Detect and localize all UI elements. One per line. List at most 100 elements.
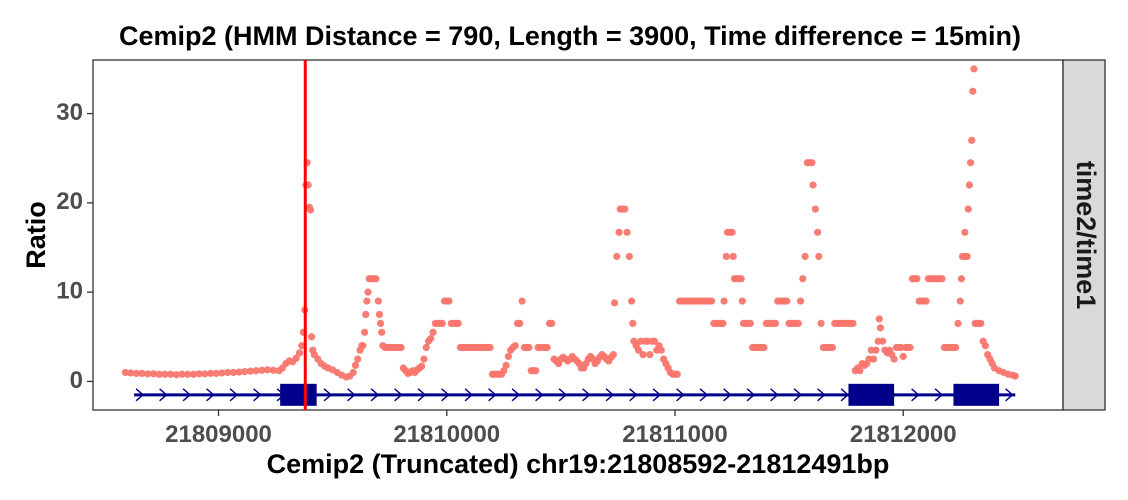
data-point (246, 367, 255, 375)
exon-block (280, 383, 317, 406)
data-point (623, 228, 631, 236)
strand-arrow-icon (770, 388, 779, 402)
data-point (808, 159, 816, 167)
data-point (977, 319, 985, 327)
strand-arrow-icon (840, 388, 850, 402)
data-point (879, 337, 887, 345)
data-point (968, 136, 976, 144)
data-point (298, 342, 306, 350)
strand-arrow-icon (370, 388, 380, 402)
data-point (783, 297, 791, 305)
data-point (235, 368, 243, 376)
gene-track (134, 383, 1016, 406)
strand-arrow-icon (182, 388, 192, 402)
x-tick-label: 21812000 (850, 421, 957, 448)
data-point (966, 159, 975, 167)
data-point (629, 319, 637, 327)
data-point (796, 297, 805, 305)
data-point (964, 205, 972, 213)
x-tick-label: 21809000 (165, 421, 272, 448)
data-point (625, 252, 633, 261)
data-point (799, 275, 807, 283)
strand-arrow-icon (699, 388, 709, 402)
data-point (212, 369, 220, 377)
x-tick-label: 21810000 (393, 421, 500, 448)
strand-arrow-icon (417, 388, 427, 402)
strand-arrow-icon (135, 388, 145, 402)
strand-arrow-icon (605, 388, 615, 402)
data-point (375, 310, 384, 319)
data-point (378, 328, 386, 336)
data-point (295, 349, 304, 357)
y-tick-label: 20 (56, 188, 83, 215)
data-point (178, 370, 186, 378)
data-point (252, 367, 260, 375)
data-point (673, 370, 681, 378)
strand-arrow-icon (1005, 388, 1014, 402)
strand-arrow-icon (441, 388, 450, 402)
data-point (149, 370, 158, 378)
data-point (729, 252, 737, 261)
data-point (954, 319, 962, 327)
strand-arrow-icon (159, 388, 168, 402)
data-point (646, 351, 654, 359)
data-point (610, 299, 619, 307)
data-point (422, 343, 430, 352)
strand-arrow-icon (229, 388, 239, 402)
data-point (241, 368, 249, 376)
data-point (621, 205, 629, 213)
data-point (771, 319, 780, 327)
data-point (657, 346, 665, 354)
data-point (801, 252, 809, 261)
data-points (121, 65, 1019, 381)
data-point (849, 319, 857, 327)
data-point (738, 297, 746, 305)
data-point (359, 342, 367, 350)
data-point (613, 252, 621, 261)
data-point (956, 297, 964, 305)
data-point (856, 367, 864, 375)
data-point (362, 310, 370, 319)
data-point (354, 355, 362, 363)
data-point (155, 370, 163, 378)
y-tick-label: 30 (56, 99, 83, 126)
data-point (722, 252, 730, 261)
strand-arrow-icon (582, 388, 591, 402)
data-point (981, 342, 990, 350)
data-point (361, 328, 369, 336)
data-point (639, 351, 647, 359)
data-point (548, 319, 556, 327)
data-point (195, 370, 203, 378)
data-point (890, 355, 898, 363)
data-point (719, 319, 727, 327)
data-point (374, 297, 382, 305)
data-point (957, 275, 966, 283)
y-axis: 0 10 20 30 (56, 99, 93, 394)
strand-arrow-icon (629, 388, 638, 402)
data-point (970, 65, 978, 73)
data-point (737, 275, 745, 283)
data-point (201, 370, 209, 378)
data-point (609, 351, 617, 359)
data-point (720, 297, 728, 305)
facet-strip (1062, 59, 1106, 411)
data-point (938, 275, 946, 283)
data-point (351, 361, 360, 369)
data-point (132, 369, 140, 377)
data-point (543, 343, 551, 352)
data-point (814, 228, 822, 236)
strand-arrow-icon (394, 388, 403, 402)
data-point (306, 206, 315, 214)
strand-arrow-icon (347, 388, 356, 402)
strand-arrow-icon (746, 388, 756, 402)
exon-block (953, 383, 1000, 406)
x-axis-title: Cemip2 (Truncated) chr19:21808592-218124… (267, 449, 890, 479)
data-point (121, 368, 130, 377)
data-point (511, 342, 519, 350)
strand-arrow-icon (323, 388, 333, 402)
data-point (746, 319, 754, 327)
data-point (349, 368, 357, 377)
data-point (258, 366, 266, 374)
data-point (292, 354, 300, 362)
